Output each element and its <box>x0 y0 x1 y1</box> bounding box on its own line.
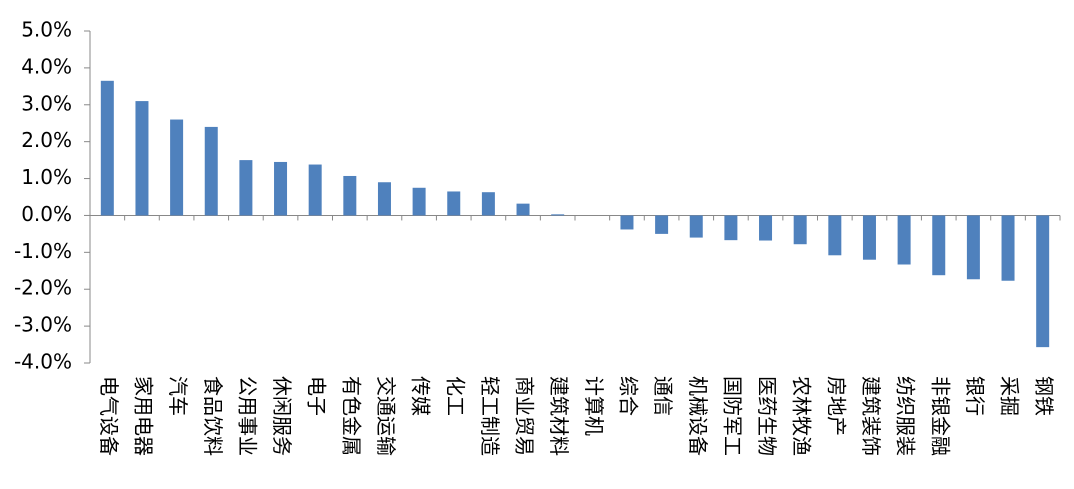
bar <box>1001 215 1015 281</box>
bar <box>481 192 495 216</box>
x-tick-label: 医药生物 <box>755 376 779 456</box>
y-tick-label: -1.0% <box>14 239 72 263</box>
x-tick-label: 采掘 <box>998 376 1022 416</box>
x-tick-label: 钢铁 <box>1032 376 1056 416</box>
y-tick-label: -3.0% <box>14 313 72 337</box>
x-tick-label: 轻工制造 <box>478 376 502 456</box>
y-tick-label: -4.0% <box>14 350 72 374</box>
x-tick-label: 建筑装饰 <box>859 376 883 456</box>
x-tick-label: 家用电器 <box>131 376 155 456</box>
bar <box>516 203 530 216</box>
y-tick-label: 1.0% <box>21 165 72 189</box>
x-tick-label: 国防军工 <box>720 376 744 456</box>
bar <box>828 215 842 256</box>
x-tick-label: 银行 <box>963 376 987 416</box>
x-tick-label: 交通运输 <box>374 376 398 456</box>
bar <box>135 101 149 216</box>
x-tick-label: 商业贸易 <box>513 376 537 456</box>
x-tick-label: 农林牧渔 <box>790 376 814 456</box>
bar <box>897 215 911 265</box>
bar <box>655 215 669 234</box>
x-tick-label: 休闲服务 <box>270 376 294 456</box>
x-tick-label: 机械设备 <box>686 376 710 456</box>
bar <box>274 161 288 216</box>
x-tick-label: 公用事业 <box>235 376 259 456</box>
bar <box>1036 215 1050 348</box>
bar <box>862 215 876 260</box>
bar <box>689 215 703 238</box>
x-tick-label: 建筑材料 <box>547 376 571 456</box>
y-tick-label: 3.0% <box>21 91 72 115</box>
x-tick-label: 传媒 <box>409 376 433 416</box>
y-tick-label: 0.0% <box>21 202 72 226</box>
y-tick-label: 2.0% <box>21 128 72 152</box>
bar <box>447 191 461 216</box>
x-tick-label: 汽车 <box>166 376 190 416</box>
bar <box>170 119 184 216</box>
bar <box>204 126 218 216</box>
x-tick-label: 房地产 <box>824 376 848 436</box>
x-tick-label: 电子 <box>305 376 329 416</box>
bar <box>308 164 322 216</box>
bar <box>620 215 634 230</box>
x-tick-label: 通信 <box>651 376 675 416</box>
x-tick-label: 有色金属 <box>339 376 363 456</box>
x-tick-label: 电气设备 <box>97 376 121 456</box>
x-tick-label: 纺织服装 <box>894 376 918 456</box>
bar <box>377 182 391 216</box>
bar <box>412 187 426 216</box>
x-tick-label: 化工 <box>443 376 467 416</box>
bar <box>759 215 773 241</box>
bar <box>724 215 738 241</box>
x-tick-label: 非银金融 <box>928 376 952 456</box>
bar <box>793 215 807 245</box>
bar <box>966 215 980 280</box>
x-tick-label: 综合 <box>616 376 640 416</box>
x-tick-label: 计算机 <box>582 376 606 436</box>
bar <box>343 175 357 216</box>
bar <box>100 80 114 216</box>
y-tick-label: 5.0% <box>21 18 72 42</box>
y-tick-label: -2.0% <box>14 276 72 300</box>
bar <box>932 215 946 276</box>
y-tick-label: 4.0% <box>21 54 72 78</box>
bar <box>551 214 565 216</box>
x-tick-label: 食品饮料 <box>201 376 225 456</box>
bar <box>239 160 253 216</box>
